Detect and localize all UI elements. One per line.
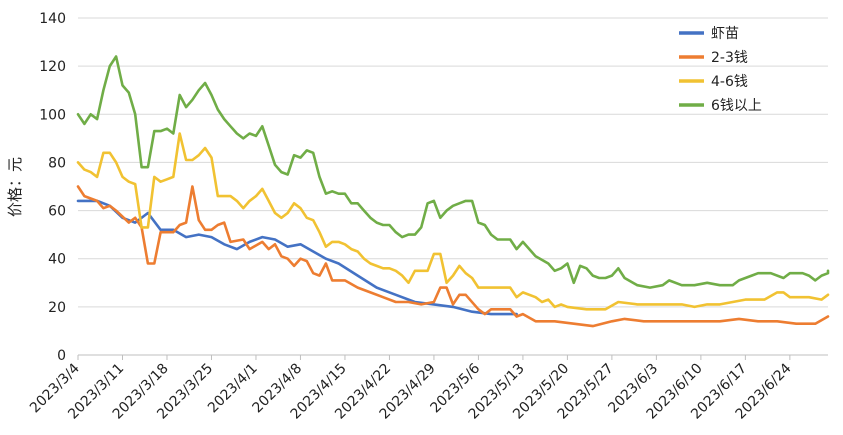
series-lines xyxy=(76,55,830,328)
y-axis-label: 价格：元 xyxy=(6,157,24,217)
y-tick-label: 120 xyxy=(39,59,66,75)
gridlines xyxy=(78,17,828,308)
y-tick-label: 100 xyxy=(39,107,66,123)
y-tick-label: 40 xyxy=(48,252,66,268)
y-tick-label: 20 xyxy=(48,300,66,316)
legend-label: 2-3钱 xyxy=(711,50,748,66)
series-line xyxy=(76,55,830,289)
x-axis: 2023/3/42023/3/112023/3/182023/3/252023/… xyxy=(27,354,828,423)
series-line xyxy=(76,185,830,328)
y-tick-label: 60 xyxy=(48,204,66,220)
series-line xyxy=(76,132,830,311)
y-tick-label: 80 xyxy=(48,155,66,171)
legend: 虾苗 2-3钱 4-6钱 6钱以上 xyxy=(679,26,762,114)
y-tick-label: 140 xyxy=(39,11,66,27)
y-axis-ticks: 0 20 40 60 80 100 120 140 xyxy=(39,11,66,364)
series-line xyxy=(76,199,518,316)
y-tick-label: 0 xyxy=(57,348,66,364)
legend-label: 虾苗 xyxy=(711,26,739,42)
legend-label: 4-6钱 xyxy=(711,74,748,90)
legend-label: 6钱以上 xyxy=(711,98,762,114)
